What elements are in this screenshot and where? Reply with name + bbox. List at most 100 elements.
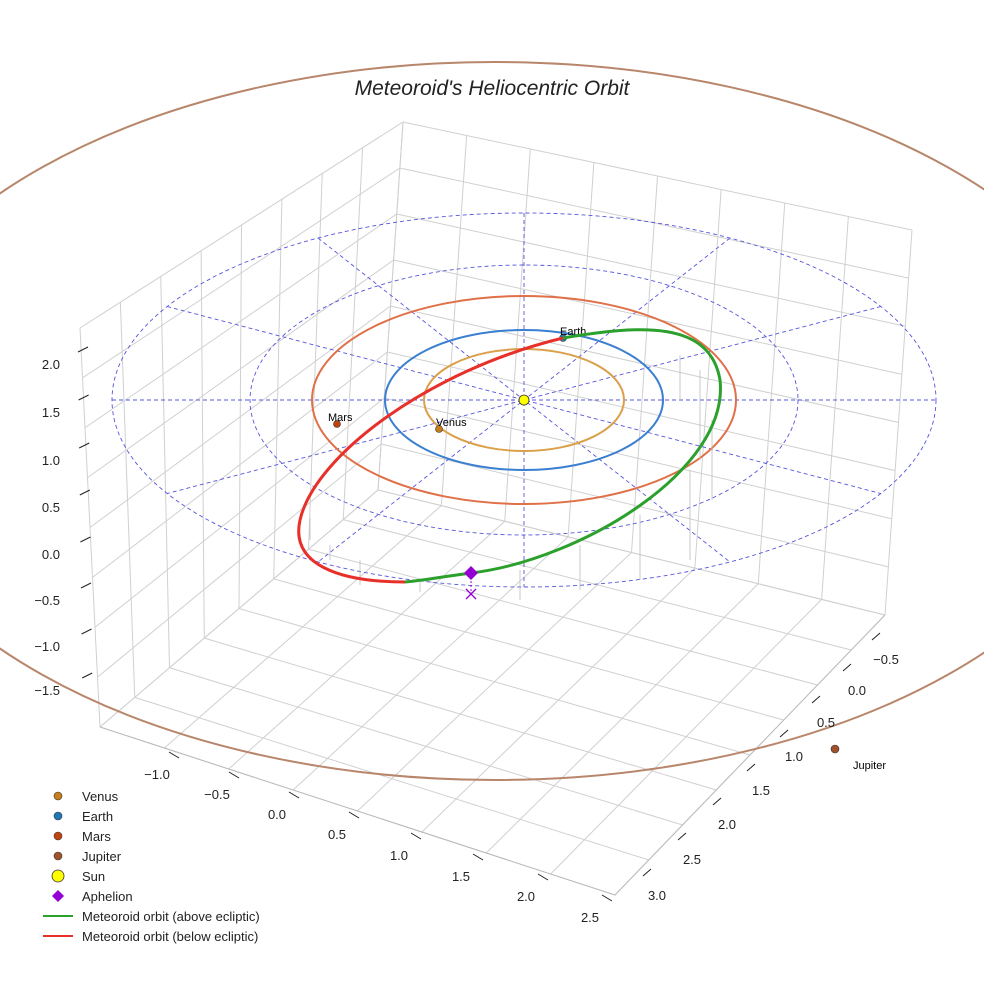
legend-item: Earth [38, 806, 260, 826]
y-tick-label: 2.5 [683, 852, 701, 867]
mars-marker [333, 420, 341, 428]
z-tick [81, 628, 92, 635]
z-tick-label: −0.5 [34, 593, 60, 608]
floor-gridline [357, 552, 632, 812]
z-tick [78, 394, 89, 401]
legend-label: Meteoroid orbit (below ecliptic) [82, 928, 259, 944]
right-pane-gridline [884, 229, 913, 616]
y-tick [677, 832, 687, 841]
z-tick [80, 582, 92, 589]
ecliptic-radial-line [167, 306, 881, 494]
legend-item: Meteoroid orbit (above ecliptic) [38, 906, 260, 926]
legend: Venus Earth Mars Jupiter Sun Aphelion Meteoroi… [38, 786, 260, 946]
legend-circle-icon [38, 790, 78, 802]
z-tick-label: 0.5 [42, 500, 60, 515]
jupiter-marker [830, 744, 840, 754]
z-tick [81, 672, 93, 679]
left-pane-gridline [97, 443, 382, 678]
floor-gridline [273, 578, 784, 721]
x-tick [537, 873, 549, 881]
z-tick-label: −1.5 [34, 683, 60, 698]
z-tick-label: 1.0 [42, 453, 60, 468]
meteoroid-orbit-below [297, 336, 564, 584]
sun-marker [518, 394, 530, 406]
aphelion-projection-marker [465, 588, 477, 600]
legend-item: Meteoroid orbit (below ecliptic) [38, 926, 260, 946]
x-tick-label: 1.5 [452, 869, 470, 884]
legend-circle-icon [38, 850, 78, 862]
chart-title: Meteoroid's Heliocentric Orbit [355, 77, 631, 100]
legend-item: Sun [38, 866, 260, 886]
legend-item: Aphelion [38, 886, 260, 906]
legend-line-icon [38, 914, 78, 918]
z-tick-label: 2.0 [42, 357, 60, 372]
earth-orbit [384, 329, 664, 471]
venus-marker [435, 425, 443, 433]
jupiter-orbit [0, 61, 984, 781]
right-pane-gridline [384, 397, 892, 520]
right-pane-gridline [757, 202, 786, 584]
left-pane-gridline [94, 397, 385, 628]
floor-edge [99, 614, 886, 896]
legend-label: Mars [82, 828, 111, 844]
z-tick-label: 0.0 [42, 547, 60, 562]
floor-gridline [308, 548, 818, 686]
y-tick-label: 0.5 [817, 715, 835, 730]
left-pane-gridline [89, 305, 391, 528]
y-tick [712, 797, 722, 806]
y-tick [871, 632, 881, 641]
floor-gridline [377, 489, 886, 616]
x-tick-label: −0.5 [204, 787, 230, 802]
y-tick [842, 663, 852, 672]
left-pane-gridline [99, 489, 379, 728]
left-pane-gridline [308, 173, 323, 550]
x-tick-label: −1.0 [144, 767, 170, 782]
x-tick-label: 0.5 [328, 827, 346, 842]
z-tick [79, 489, 91, 496]
legend-label: Venus [82, 788, 119, 804]
meteoroid-orbit-above [404, 328, 722, 584]
y-tick-label: 1.5 [752, 783, 770, 798]
legend-circle-icon [38, 830, 78, 842]
venus-label: Venus [436, 417, 467, 429]
y-tick [746, 763, 756, 772]
legend-line-icon [38, 934, 78, 938]
x-tick-label: 0.0 [268, 807, 286, 822]
z-tick-label: 1.5 [42, 405, 60, 420]
y-tick-label: 2.0 [718, 817, 736, 832]
right-pane-gridline [694, 189, 722, 569]
x-tick [168, 751, 180, 759]
x-tick-label: 2.0 [517, 889, 535, 904]
floor-gridline [550, 599, 822, 875]
x-tick [348, 811, 360, 819]
right-pane-gridline [387, 351, 896, 472]
x-tick [472, 853, 484, 861]
y-tick [642, 868, 652, 877]
legend-label: Sun [82, 868, 106, 884]
legend-circle-icon [38, 810, 78, 822]
y-tick [779, 729, 789, 738]
y-tick-label: 3.0 [648, 888, 666, 903]
x-tick [410, 832, 422, 840]
y-tick [811, 695, 821, 704]
ecliptic-radial-line [167, 306, 881, 494]
z-tick [78, 442, 90, 449]
left-pane-gridline [273, 199, 283, 579]
left-pane-gridline [92, 351, 388, 578]
z-tick [80, 536, 91, 543]
x-tick [288, 791, 300, 799]
x-tick-label: 2.5 [581, 910, 599, 925]
legend-label: Meteoroid orbit (above ecliptic) [82, 908, 260, 924]
legend-item: Mars [38, 826, 260, 846]
legend-diamond-icon [38, 890, 78, 902]
aphelion-marker [464, 566, 478, 580]
y-tick-label: 1.0 [785, 749, 803, 764]
x-tick [228, 771, 240, 779]
legend-label: Aphelion [82, 888, 133, 904]
legend-item: Venus [38, 786, 260, 806]
legend-label: Earth [82, 808, 114, 824]
legend-label: Jupiter [82, 848, 122, 864]
floor-gridline [421, 567, 696, 833]
